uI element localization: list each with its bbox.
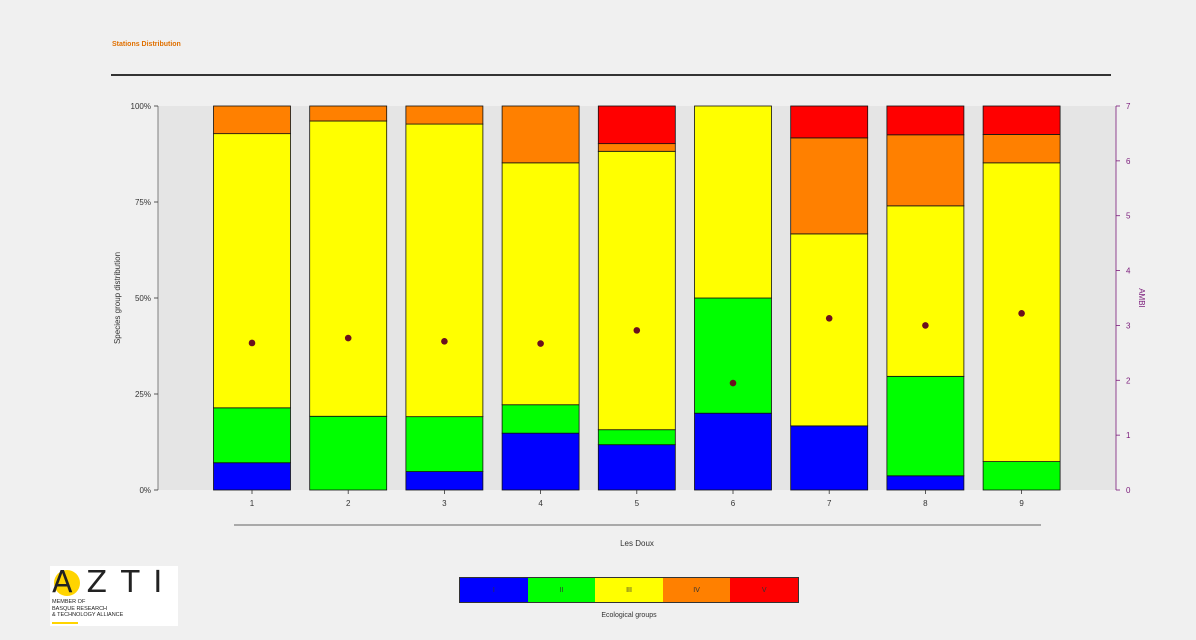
bar-segment-iii-2 [309,120,388,417]
x-tick-label: 1 [250,499,255,508]
legend-item-iii: III [595,578,663,602]
bar-segment-i-5 [597,444,676,491]
bar-segment-i-3 [405,471,484,491]
ambi-point-8 [922,322,929,329]
y-axis-label: Species group distribution [113,252,122,344]
bar-segment-ii-2 [309,415,388,491]
logo-text-line: MEMBER OF [52,599,86,605]
bar-segment-iv-8 [886,134,965,207]
bar-segment-i-6 [694,412,772,491]
legend-item-iv: IV [662,578,731,602]
logo-mark: AZTI [52,565,177,600]
bar-segment-v-7 [790,105,869,139]
section-title: Stations Distribution [112,41,181,48]
y2-tick-label: 6 [1126,157,1131,166]
bar-segment-iii-4 [501,162,580,406]
bar-segment-i-1 [213,462,291,491]
x-tick-label: 5 [635,499,640,508]
stacked-bar-chart: 1 2 3 4 5 6 7 8 9 0% 25% 50% 75% 100% Species group di… [113,102,1146,548]
bar-segment-iii-1 [213,133,291,409]
x-tick-label: 7 [827,499,832,508]
y2-tick-label: 1 [1126,431,1131,440]
y2-tick-label: 0 [1126,486,1131,495]
bar-segment-i-4 [501,432,580,491]
logo-underline [52,622,78,624]
bar-segment-ii-3 [405,416,484,472]
bar-segment-ii-5 [597,429,676,446]
bar-segment-iv-4 [501,105,580,164]
x-tick-label: 2 [346,499,351,508]
ecological-groups-legend: I II III IV V [459,577,799,603]
bar-segment-v-5 [597,105,676,145]
ambi-point-1 [248,339,256,347]
ambi-point-5 [633,327,641,334]
bar-segment-iv-5 [597,143,676,152]
bar-segment-iii-5 [597,150,676,431]
x-tick-label: 8 [923,499,928,508]
x-tick-label: 6 [731,499,736,508]
ambi-point-6 [729,379,737,387]
logo-text-line: & TECHNOLOGY ALLIANCE [52,612,124,618]
y-tick-label: 75% [135,198,151,207]
ambi-point-2 [344,334,352,342]
bar-segment-iii-6 [694,105,772,299]
legend-item-v: V [730,578,798,602]
bar-segment-i-7 [790,425,869,491]
bar-segment-iv-1 [213,105,291,135]
y2-tick-label: 3 [1126,321,1131,330]
y-tick-label: 25% [135,390,151,399]
bar-segment-iv-2 [309,105,388,122]
legend-item-i: I [460,578,528,602]
bar-segment-iii-7 [790,233,869,427]
x-tick-label: 9 [1019,499,1024,508]
title-divider [111,74,1111,76]
bar-segment-ii-8 [886,375,965,477]
legend-item-ii: II [527,578,596,602]
bar-segment-ii-6 [694,297,772,414]
bar-segment-iii-8 [886,205,965,377]
ambi-point-3 [441,338,448,345]
x-tick-label: 3 [442,499,447,508]
bar-segment-iv-7 [790,137,869,235]
y2-tick-label: 5 [1126,212,1131,221]
bar-segment-v-8 [886,105,965,136]
x-tick-label: 4 [538,499,543,508]
logo-text-line: BASQUE RESEARCH [52,605,108,612]
ambi-point-4 [537,340,544,347]
y2-tick-label: 2 [1126,376,1131,385]
y-tick-label: 50% [135,294,151,303]
bar-segment-ii-4 [501,404,580,434]
bar-segment-v-9 [982,105,1061,135]
logo-text: MEMBER OF BASQUE RESEARCH & TECHNOLOGY ALL… [52,599,172,619]
x-axis-label: Les Doux [620,539,654,548]
page: Stations Distribution 1 2 3 4 5 6 7 8 9 0% 25% 50% 7… [8,8,1188,640]
azti-logo: AZTI MEMBER OF BASQUE RESEARCH & TECHNOLOG… [50,566,178,626]
legend-title: Ecological groups [601,612,657,619]
y-tick-label: 0% [139,486,151,495]
logo-disc-icon [54,570,80,596]
y2-axis-label: AMBI [1137,288,1146,308]
bar-segment-ii-1 [213,407,291,464]
bar-segment-ii-9 [982,461,1061,491]
y-tick-label: 100% [131,102,151,111]
bar-segment-iii-3 [405,123,484,418]
y2-tick-label: 7 [1126,102,1131,111]
bar-segment-i-8 [886,475,965,491]
bar-segment-iv-3 [405,105,484,125]
y2-tick-label: 4 [1126,267,1131,276]
ambi-point-9 [1018,310,1025,317]
bar-segment-iv-9 [982,134,1061,164]
ambi-point-7 [825,314,833,322]
